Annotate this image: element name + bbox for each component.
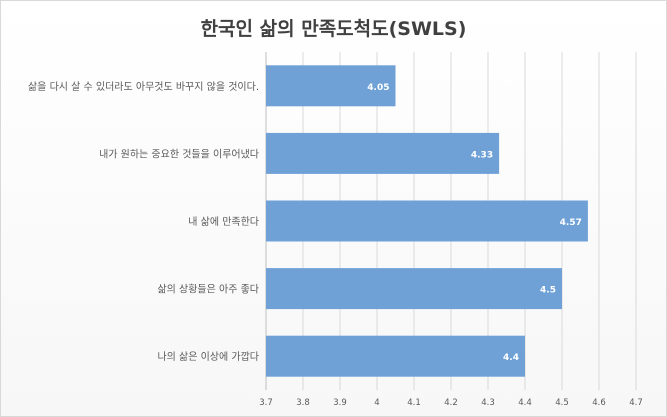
bar [266, 65, 396, 107]
x-tick-label: 4.3 [481, 398, 495, 408]
category-label: 나의 삶은 이상에 가깝다 [157, 351, 259, 363]
bar [266, 268, 562, 310]
category-label: 삶의 상황들은 아주 좋다 [157, 284, 259, 296]
x-tick-label: 4.4 [518, 398, 532, 408]
chart-title: 한국인 삶의 만족도척도(SWLS) [200, 18, 467, 40]
x-tick-label: 4.1 [407, 398, 421, 408]
category-label: 내 삶에 만족한다 [188, 216, 259, 228]
bar [266, 335, 525, 377]
x-tick-label: 3.7 [259, 398, 273, 408]
data-label: 4.5 [540, 286, 556, 296]
x-tick-label: 4.6 [592, 398, 606, 408]
data-label: 4.05 [367, 83, 389, 93]
x-tick-label: 4.2 [444, 398, 458, 408]
x-tick-label: 4.7 [629, 398, 643, 408]
category-label: 내가 원하는 중요한 것들을 이루어냈다 [99, 147, 259, 160]
bar [266, 200, 588, 242]
category-label: 삶을 다시 살 수 있더라도 아무것도 바꾸지 않을 것이다. [28, 81, 259, 93]
bar [266, 132, 500, 174]
x-tick-label: 3.9 [333, 398, 347, 408]
data-label: 4.4 [503, 353, 519, 363]
x-tick-label: 4 [374, 398, 379, 408]
data-label: 4.33 [471, 150, 493, 160]
x-tick-label: 4.5 [555, 398, 569, 408]
data-label: 4.57 [560, 218, 582, 228]
x-tick-label: 3.8 [296, 398, 310, 408]
